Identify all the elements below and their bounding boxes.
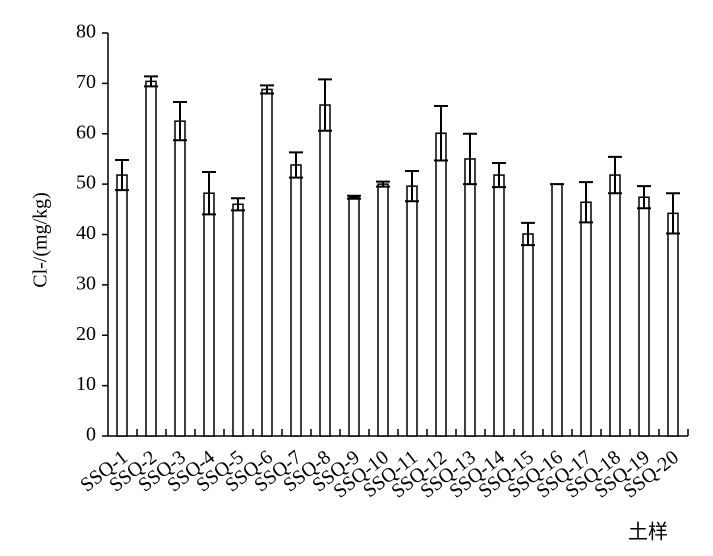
error-bar <box>492 161 506 189</box>
y-tick-label: 80 <box>76 21 96 43</box>
error-bar <box>637 185 651 210</box>
error-bar <box>608 155 622 195</box>
y-tick-label: 10 <box>76 373 96 395</box>
y-tick-label: 0 <box>86 424 96 446</box>
y-tick-label: 30 <box>76 272 96 294</box>
bar <box>174 120 186 437</box>
bar <box>609 174 621 437</box>
y-tick-label: 20 <box>76 323 96 345</box>
error-bar <box>260 84 274 95</box>
bar <box>667 212 679 437</box>
x-axis-label: 土样 <box>628 521 668 544</box>
bar <box>145 80 157 437</box>
error-bar <box>579 181 593 224</box>
error-bar <box>405 170 419 203</box>
bar <box>377 183 389 437</box>
bar <box>435 132 447 437</box>
bar <box>261 88 273 437</box>
bar <box>232 203 244 437</box>
bar <box>464 158 476 437</box>
bar <box>580 201 592 437</box>
y-axis-label: Cl-/(mg/kg) <box>30 192 52 288</box>
error-bar <box>144 75 158 88</box>
error-bar <box>666 192 680 235</box>
error-bar <box>173 101 187 142</box>
bar <box>203 192 215 437</box>
bar <box>551 183 563 437</box>
bar <box>522 233 534 437</box>
bar <box>319 104 331 437</box>
y-tick-label: 50 <box>76 172 96 194</box>
error-bar <box>231 197 245 212</box>
bar <box>116 174 128 437</box>
y-tick-label: 60 <box>76 121 96 143</box>
error-bar <box>115 158 129 192</box>
bar <box>290 164 302 437</box>
bar <box>406 185 418 437</box>
bar <box>493 174 505 437</box>
error-bar <box>376 180 390 188</box>
error-bar <box>318 78 332 132</box>
error-bar <box>347 194 361 200</box>
error-bar <box>521 221 535 247</box>
error-bar <box>434 105 448 162</box>
bar <box>638 196 650 437</box>
bar <box>348 196 360 437</box>
error-bar <box>202 171 216 216</box>
error-bar <box>463 132 477 186</box>
y-tick-label: 40 <box>76 222 96 244</box>
y-tick-label: 70 <box>76 71 96 93</box>
error-bar <box>289 151 303 179</box>
